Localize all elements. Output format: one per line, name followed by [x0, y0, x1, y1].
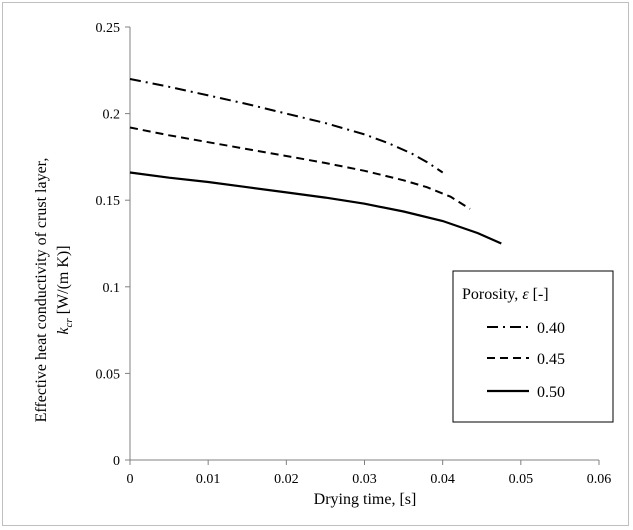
x-tick-label: 0.02: [274, 472, 299, 487]
x-tick-label: 0.04: [430, 472, 455, 487]
legend-title-suffix: [-]: [529, 286, 549, 303]
legend-title-symbol: ε: [522, 286, 529, 303]
legend: Porosity, ε [-] 0.40 0.45 0.50: [452, 270, 614, 423]
legend-label-0-40: 0.40: [537, 320, 565, 337]
x-axis-title: Drying time, [s]: [314, 491, 417, 508]
x-tick-label: 0.03: [352, 472, 377, 487]
y-tick-label: 0.15: [96, 194, 121, 209]
x-tick-label: 0: [127, 472, 134, 487]
series-line-0-40: [129, 78, 444, 174]
legend-label-0-50: 0.50: [537, 384, 565, 401]
series-line-0-45: [129, 126, 471, 210]
x-tick-label: 0.06: [587, 472, 612, 487]
y-tick-label: 0.05: [96, 367, 121, 382]
legend-title-prefix: Porosity,: [462, 286, 522, 303]
legend-title: Porosity, ε [-]: [462, 286, 549, 303]
y-tick-label: 0.25: [96, 21, 121, 36]
y-tick-label: 0.1: [103, 281, 121, 296]
series-group: [129, 78, 502, 245]
y-axis-title-line1: Effective heat conductivity of crust lay…: [33, 158, 50, 423]
y-tick-label: 0.2: [103, 108, 121, 123]
y-axis-unit: [W/(m K)]: [55, 245, 72, 318]
x-tick-label: 0.01: [196, 472, 221, 487]
chart-frame: [2, 2, 629, 526]
legend-box: [452, 270, 614, 423]
tick-group: 0 0.01 0.02 0.03 0.04 0.05 0.06 0 0.05 0.1 0.15 0.2…: [96, 21, 612, 487]
legend-label-0-45: 0.45: [537, 351, 565, 368]
x-tick-label: 0.05: [509, 472, 534, 487]
y-axis-title: Effective heat conductivity of crust lay…: [33, 158, 75, 423]
series-line-0-50: [129, 171, 502, 245]
y-axis-subscript: cr: [63, 318, 75, 328]
y-axis-title-line2: kcr [W/(m K)]: [55, 245, 75, 334]
legend-items: 0.40 0.45 0.50: [487, 320, 565, 401]
y-tick-label: 0: [113, 454, 120, 469]
y-axis-symbol: k: [55, 327, 72, 335]
